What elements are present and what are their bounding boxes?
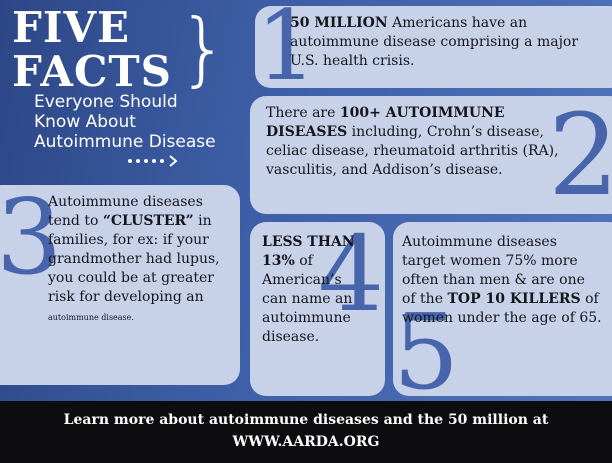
fact-bold: 50 MILLION [290, 15, 388, 31]
brace: } [178, 2, 229, 95]
fact-body: Autoimmune diseases tend to [48, 194, 203, 229]
fact-body: of women under the age of 65. [402, 291, 602, 326]
fact-box [250, 222, 385, 396]
fact-bold: “CLUSTER” [102, 213, 194, 229]
arrow [169, 155, 178, 167]
fact-text: 50 MILLION Americans have an autoimmune … [290, 14, 600, 71]
footer-line: Learn more about autoimmune diseases and… [63, 412, 549, 428]
fact-number: 4 [318, 213, 385, 335]
fact-small: autoimmune disease. [48, 313, 134, 322]
fact-body: There are [266, 105, 340, 121]
fact-text: Autoimmune diseases target women 75% mor… [402, 233, 602, 328]
fact-text: There are 100+ AUTOIMMUNE DISEASES inclu… [266, 104, 566, 180]
fact-box [393, 222, 612, 396]
subtitle: Everyone Should Know About Autoimmune Di… [34, 92, 216, 152]
fact-number: 5 [393, 291, 460, 413]
fact-text: Autoimmune diseases tend to “CLUSTER” in… [48, 193, 233, 327]
fact-box [250, 96, 612, 214]
fact-body: including, Crohn’s disease, celiac disea… [266, 124, 559, 178]
fact-text: LESS THAN 13% of American’s can name an … [262, 233, 362, 347]
dots-arrow [128, 155, 178, 167]
fact-box [0, 185, 240, 385]
fact-body: in families, for ex: if your grandmother… [48, 213, 220, 305]
fact-body: of American’s can name an autoimmune dis… [262, 253, 353, 345]
title: FIVE FACTS [12, 3, 172, 96]
fact-number: 3 [0, 176, 63, 298]
fact-bold: TOP 10 KILLERS [447, 291, 581, 307]
fact-body: Americans have an autoimmune disease com… [290, 15, 579, 69]
fact-box [255, 6, 612, 88]
fact-number: 2 [548, 91, 612, 221]
fact-body: Autoimmune diseases target women 75% mor… [402, 234, 585, 307]
footer-link[interactable]: WWW.AARDA.ORG [232, 434, 380, 450]
fact-bold: 100+ AUTOIMMUNE DISEASES [266, 105, 505, 140]
footer: Learn more about autoimmune diseases and… [0, 401, 612, 463]
fact-number: 1 [256, 0, 318, 102]
fact-bold: LESS THAN 13% [262, 234, 355, 269]
